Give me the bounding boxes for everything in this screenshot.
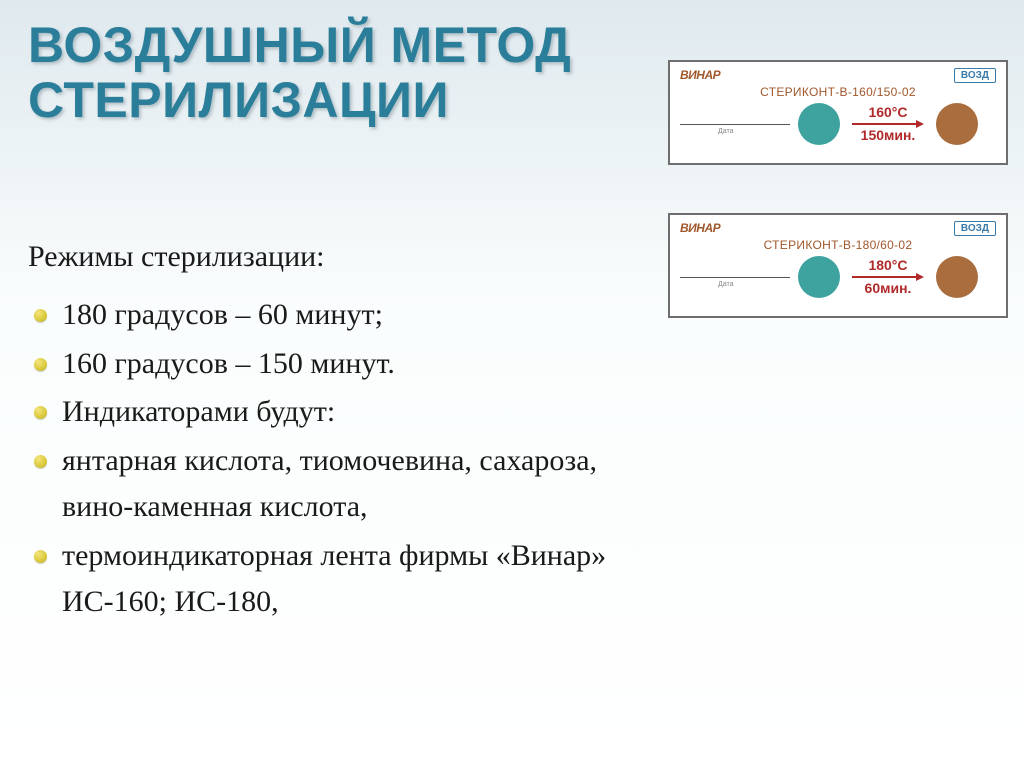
arrow-block: 160°C 150мин. [850,105,926,144]
date-line: Дата [680,124,790,125]
list-item: 180 градусов – 60 минут; [28,292,648,339]
indicator-name: СТЕРИКОНТ-В-160/150-02 [680,85,996,99]
subtitle: Режимы стерилизации: [28,240,648,274]
indicator-dot-before [798,103,840,145]
brand-label: ВИНАР [680,221,720,235]
vozd-badge: ВОЗД [954,68,996,83]
list-item: янтарная кислота, тиомочевина, сахароза,… [28,438,648,531]
list-item: термоиндикаторная лента фирмы «Винар» ИС… [28,533,648,626]
date-label: Дата [718,128,734,135]
indicator-strips: ВИНАР ВОЗД СТЕРИКОНТ-В-160/150-02 Дата 1… [668,60,1008,366]
temp-label: 160°C [868,105,907,120]
vozd-badge: ВОЗД [954,221,996,236]
temp-label: 180°C [868,258,907,273]
title-line-1: ВОЗДУШНЫЙ МЕТОД [28,17,571,73]
indicator-card-160: ВИНАР ВОЗД СТЕРИКОНТ-В-160/150-02 Дата 1… [668,60,1008,165]
indicator-card-180: ВИНАР ВОЗД СТЕРИКОНТ-В-180/60-02 Дата 18… [668,213,1008,318]
time-label: 150мин. [861,128,916,143]
brand-label: ВИНАР [680,68,720,82]
title-line-2: СТЕРИЛИЗАЦИИ [28,72,449,128]
arrow-block: 180°C 60мин. [850,258,926,297]
indicator-name: СТЕРИКОНТ-В-180/60-02 [680,238,996,252]
time-label: 60мин. [865,281,912,296]
list-item: 160 градусов – 150 минут. [28,341,648,388]
slide-body: Режимы стерилизации: 180 градусов – 60 м… [28,240,648,628]
date-line: Дата [680,277,790,278]
bullet-list: 180 градусов – 60 минут; 160 градусов – … [28,292,648,626]
indicator-dot-after [936,103,978,145]
list-item: Индикаторами будут: [28,389,648,436]
date-label: Дата [718,281,734,288]
indicator-dot-before [798,256,840,298]
indicator-dot-after [936,256,978,298]
